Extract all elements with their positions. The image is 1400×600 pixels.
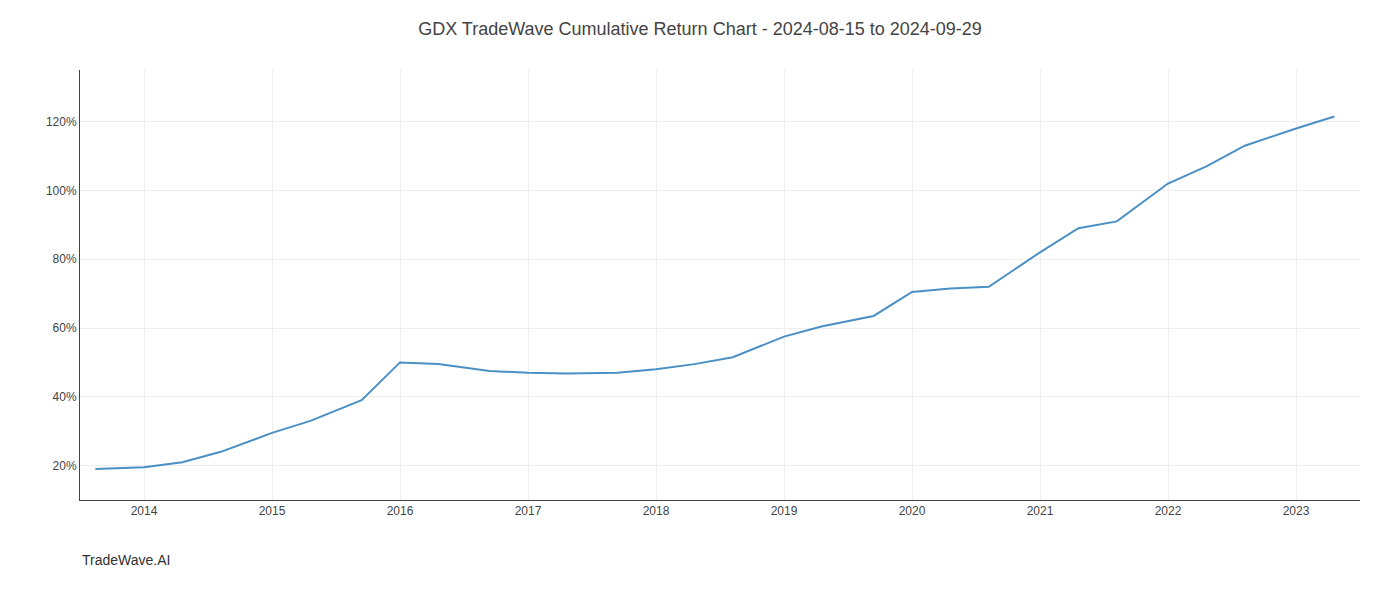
svg-text:2015: 2015 xyxy=(259,504,286,518)
svg-text:2022: 2022 xyxy=(1155,504,1182,518)
svg-text:20%: 20% xyxy=(53,459,77,473)
svg-text:80%: 80% xyxy=(53,252,77,266)
svg-text:2020: 2020 xyxy=(899,504,926,518)
svg-text:TradeWave.AI: TradeWave.AI xyxy=(82,552,170,568)
svg-text:100%: 100% xyxy=(46,184,77,198)
svg-text:60%: 60% xyxy=(53,321,77,335)
svg-text:2018: 2018 xyxy=(643,504,670,518)
svg-text:120%: 120% xyxy=(46,115,77,129)
svg-text:GDX TradeWave Cumulative Retur: GDX TradeWave Cumulative Return Chart - … xyxy=(418,19,982,39)
svg-text:2014: 2014 xyxy=(131,504,158,518)
svg-text:40%: 40% xyxy=(53,390,77,404)
svg-text:2016: 2016 xyxy=(387,504,414,518)
svg-text:2023: 2023 xyxy=(1283,504,1310,518)
svg-text:2019: 2019 xyxy=(771,504,798,518)
svg-text:2021: 2021 xyxy=(1027,504,1054,518)
svg-text:2017: 2017 xyxy=(515,504,542,518)
